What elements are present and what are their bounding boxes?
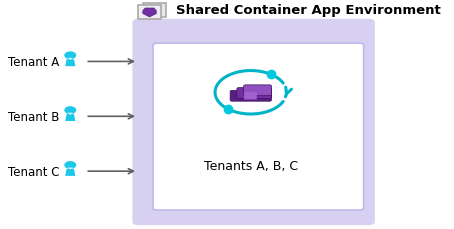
- FancyBboxPatch shape: [153, 44, 364, 210]
- Circle shape: [65, 53, 75, 59]
- Polygon shape: [68, 113, 73, 115]
- FancyBboxPatch shape: [133, 21, 374, 224]
- Text: Tenants A, B, C: Tenants A, B, C: [204, 159, 298, 172]
- Polygon shape: [143, 9, 156, 18]
- Polygon shape: [65, 169, 75, 176]
- FancyBboxPatch shape: [138, 6, 161, 20]
- FancyBboxPatch shape: [230, 91, 271, 102]
- Text: Tenant C: Tenant C: [8, 165, 60, 178]
- Polygon shape: [68, 59, 73, 60]
- Circle shape: [65, 107, 75, 114]
- Polygon shape: [65, 60, 75, 67]
- Text: Shared Container App Environment: Shared Container App Environment: [176, 4, 440, 17]
- FancyBboxPatch shape: [143, 4, 166, 18]
- Circle shape: [65, 162, 75, 169]
- Polygon shape: [68, 168, 73, 170]
- FancyBboxPatch shape: [237, 88, 271, 99]
- Text: Tenant B: Tenant B: [8, 110, 59, 123]
- FancyBboxPatch shape: [244, 93, 257, 100]
- Polygon shape: [65, 115, 75, 122]
- Text: Tenant A: Tenant A: [8, 56, 59, 69]
- FancyBboxPatch shape: [244, 85, 271, 96]
